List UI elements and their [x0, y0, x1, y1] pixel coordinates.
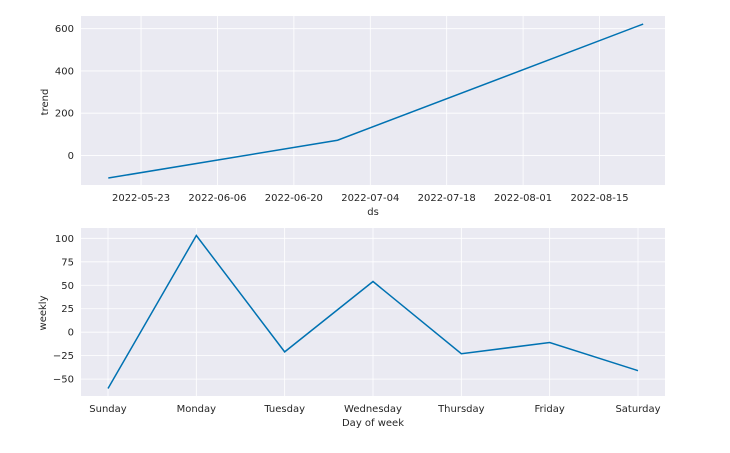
weekly-x-tick-labels: Sunday Monday Tuesday Wednesday Thursday Frid… [89, 404, 660, 415]
weekly-x-tick-label: Monday [177, 404, 217, 415]
weekly-y-gridlines [81, 237, 665, 380]
trend-x-tick-label: 2022-06-20 [265, 193, 323, 204]
trend-y-tick-label: 600 [55, 24, 74, 35]
weekly-x-tick-label: Saturday [615, 404, 660, 415]
weekly-x-tick-label: Friday [535, 404, 565, 415]
trend-x-gridlines [140, 16, 600, 185]
weekly-y-tick-label: 25 [61, 304, 74, 315]
trend-x-tick-label: 2022-06-06 [188, 193, 246, 204]
trend-x-tick-label: 2022-08-01 [494, 193, 552, 204]
trend-y-tick-label: 400 [55, 66, 74, 77]
weekly-x-tick-label: Tuesday [263, 404, 305, 415]
weekly-y-tick-label: −50 [53, 375, 74, 386]
weekly-y-tick-labels: −50 −25 0 25 50 75 100 [53, 234, 74, 386]
weekly-x-axis-label: Day of week [342, 418, 404, 429]
trend-panel: 2022-05-23 2022-06-06 2022-06-20 2022-07-04… [40, 16, 665, 218]
weekly-panel: Sunday Monday Tuesday Wednesday Thursday Frid… [38, 228, 665, 429]
trend-x-tick-label: 2022-07-04 [341, 193, 399, 204]
weekly-series-line [107, 234, 639, 389]
trend-plot-area [81, 16, 665, 185]
weekly-y-tick-label: 0 [68, 328, 74, 339]
trend-x-tick-label: 2022-07-18 [418, 193, 476, 204]
trend-series-line [108, 23, 644, 179]
trend-x-axis-label: ds [367, 207, 379, 218]
trend-y-tick-labels: 0 200 400 600 [55, 24, 74, 162]
weekly-x-tick-label: Wednesday [344, 404, 402, 415]
weekly-y-tick-label: 75 [61, 257, 74, 268]
weekly-y-tick-label: 50 [61, 281, 74, 292]
weekly-x-tick-label: Thursday [437, 404, 485, 415]
trend-y-tick-label: 0 [68, 151, 74, 162]
trend-x-tick-label: 2022-05-23 [112, 193, 170, 204]
trend-x-tick-labels: 2022-05-23 2022-06-06 2022-06-20 2022-07-04… [112, 193, 629, 204]
weekly-y-tick-label: −25 [53, 351, 74, 362]
trend-y-tick-label: 200 [55, 109, 74, 120]
trend-y-axis-label: trend [40, 89, 51, 116]
weekly-y-tick-label: 100 [55, 234, 74, 245]
weekly-x-gridlines [107, 228, 639, 396]
weekly-x-tick-label: Sunday [89, 404, 126, 415]
weekly-y-axis-label: weekly [38, 295, 49, 330]
trend-y-gridlines [81, 28, 665, 156]
trend-x-tick-label: 2022-08-15 [570, 193, 628, 204]
